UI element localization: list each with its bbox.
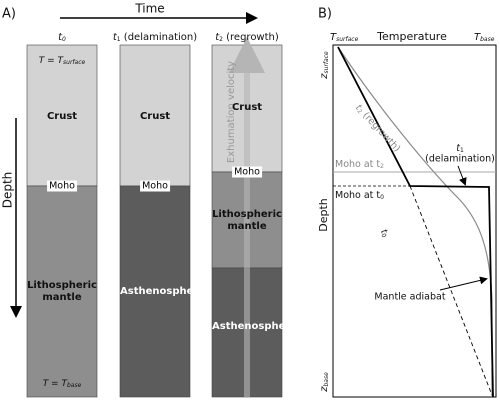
t1-label: (delamination): [425, 154, 495, 165]
moho-label: Moho: [232, 166, 262, 178]
plot-frame: [332, 44, 497, 398]
x-end: Tbase: [474, 32, 495, 43]
column-header: t0: [58, 32, 66, 43]
crust: [119, 44, 191, 187]
t1-pointer: [457, 165, 467, 186]
boundary-condition: T = Tbase: [43, 379, 82, 389]
crust: [26, 44, 98, 187]
t1-curve: [337, 46, 494, 398]
y-start: zsurface: [319, 51, 330, 80]
y-axis-label: Depth: [317, 198, 330, 232]
moho-label: Moho: [140, 180, 170, 192]
layer-label: Crust: [139, 111, 171, 122]
depth-label: Depth: [1, 172, 15, 209]
layer-label: Asthenosphere: [212, 321, 298, 332]
adiabat-pointer: [439, 276, 488, 291]
layer-label: Lithospheric mantle: [212, 209, 282, 232]
boundary-condition: T = Tsurface: [39, 56, 86, 66]
asthenosphere: [119, 185, 191, 398]
time-label: Time: [134, 2, 164, 16]
arrow-label: Exhumation velocity: [226, 61, 237, 163]
panel-label: B): [318, 7, 332, 22]
y-end: zbase: [319, 372, 330, 393]
moho-t2-label: Moho at t2: [335, 159, 384, 170]
layer-label: Asthenosphere: [120, 286, 206, 297]
column-header: t1 (delamination): [113, 32, 197, 43]
t1-label: t1: [456, 143, 464, 154]
adiabat-label: Mantle adiabat: [374, 292, 445, 303]
panel-label: A): [2, 7, 16, 22]
t0-curve: [409, 185, 493, 396]
x-axis-label: Temperature: [376, 30, 447, 43]
t2-label: t2 (regrowth): [353, 102, 402, 154]
moho-label: Moho: [47, 180, 77, 192]
mantle: [26, 185, 98, 398]
x-start: Tsurface: [330, 32, 359, 43]
layer-label: Lithospheric mantle: [27, 280, 97, 303]
moho-t0-label: Moho at t0: [335, 190, 384, 201]
t0-label: t0: [378, 228, 390, 239]
column-header: t2 (regrowth): [215, 32, 279, 43]
t2-curve: [337, 46, 493, 397]
layer-label: Crust: [231, 102, 263, 113]
layer-label: Crust: [46, 111, 78, 122]
